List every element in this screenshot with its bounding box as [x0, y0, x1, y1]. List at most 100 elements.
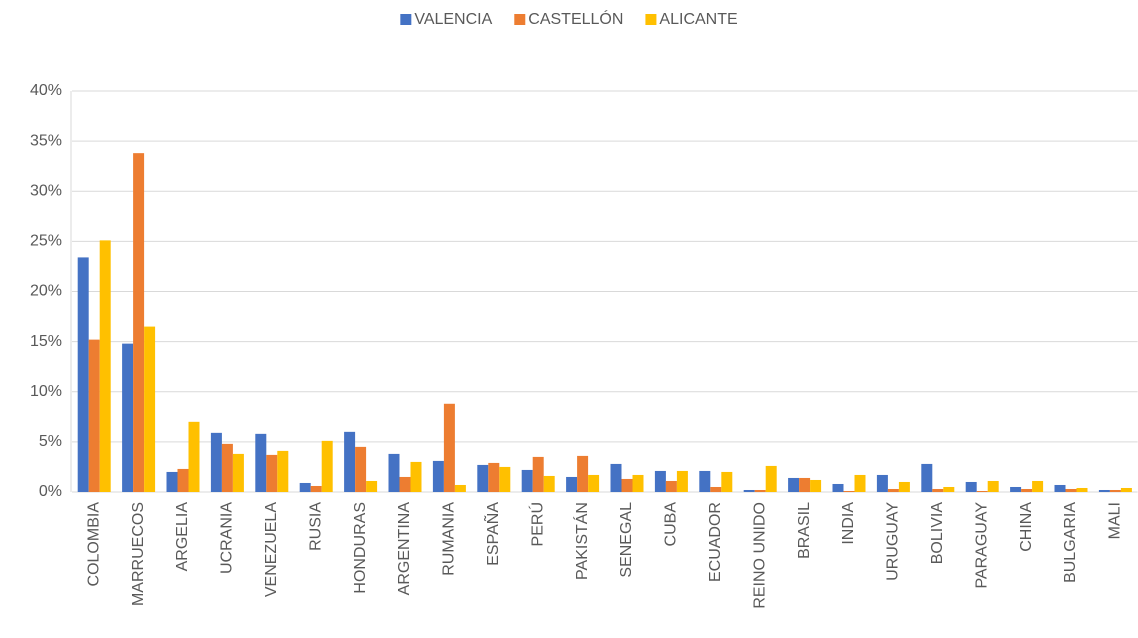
bar [810, 479, 822, 492]
bar [432, 460, 444, 492]
bar [532, 456, 544, 492]
x-tick-label: SENEGAL [618, 502, 635, 578]
bar [366, 480, 378, 492]
bar [743, 489, 755, 492]
bar [454, 484, 466, 492]
y-tick-label: 40% [30, 82, 62, 99]
y-tick-label: 15% [30, 333, 62, 350]
bar [887, 488, 899, 492]
bar [133, 153, 145, 492]
y-tick-label: 25% [30, 233, 62, 250]
bar [665, 480, 677, 492]
bar [588, 474, 600, 492]
bar [488, 462, 500, 492]
bar [277, 450, 289, 492]
bar [854, 474, 866, 492]
bar [765, 465, 777, 492]
legend-swatch [645, 14, 657, 25]
bar [499, 466, 511, 492]
x-tick-label: BOLIVIA [929, 502, 946, 565]
legend-swatch [400, 14, 412, 25]
bar [266, 454, 278, 492]
x-tick-label: ESPAÑA [482, 502, 502, 566]
x-tick-label: ARGENTINA [396, 502, 413, 596]
bar [410, 461, 422, 492]
bar [388, 453, 400, 492]
bar [210, 432, 222, 492]
bar [721, 471, 733, 492]
x-tick-label: UCRANIA [219, 502, 236, 574]
y-tick-label: 20% [30, 283, 62, 300]
bar [1065, 488, 1077, 492]
bar [399, 476, 411, 492]
x-tick-label: ECUADOR [707, 502, 724, 582]
x-tick-label: BRASIL [796, 502, 813, 559]
bar [221, 443, 233, 492]
x-tick-label: MALI [1107, 502, 1124, 539]
legend-label: CASTELLÓN [528, 9, 623, 28]
bar [122, 343, 134, 492]
x-tick-label: VENEZUELA [263, 502, 280, 597]
x-tick-label: RUMANIA [441, 502, 458, 576]
x-tick-label: REINO UNIDO [751, 502, 768, 609]
bar [521, 469, 533, 492]
x-tick-label: CHINA [1018, 502, 1035, 552]
x-tick-label: URUGUAY [885, 502, 902, 581]
bar [799, 477, 811, 492]
bar [1120, 487, 1132, 492]
bar [987, 480, 999, 492]
bar [1010, 486, 1022, 492]
x-tick-label: CUBA [663, 502, 680, 547]
x-tick-label: PARAGUAY [973, 502, 990, 589]
bar [1032, 480, 1044, 492]
y-tick-label: 5% [39, 433, 62, 450]
bar [921, 463, 933, 492]
x-tick-label: PAKISTÁN [572, 502, 591, 580]
bar [754, 489, 766, 492]
x-tick-label: INDIA [840, 502, 857, 545]
bar [144, 326, 156, 492]
x-tick-label: ARGELIA [174, 502, 191, 572]
bar [321, 440, 333, 492]
bar [543, 475, 555, 492]
bar [876, 474, 888, 492]
bar [255, 433, 267, 492]
bar [310, 485, 322, 492]
bar [99, 240, 111, 492]
bar [654, 470, 666, 492]
x-tick-label: MARRUECOS [130, 502, 147, 606]
x-tick-label: COLOMBIA [85, 502, 102, 587]
bar [632, 474, 644, 492]
x-tick-label: PERÚ [527, 502, 546, 546]
x-tick-label: BULGARIA [1062, 502, 1079, 583]
bar [788, 477, 800, 492]
bar [443, 403, 455, 492]
x-tick-label: HONDURAS [352, 502, 369, 594]
bar [943, 486, 955, 492]
bar [1021, 488, 1033, 492]
bar [88, 339, 100, 492]
legend-label: ALICANTE [659, 11, 737, 28]
bar [166, 471, 178, 492]
y-tick-label: 30% [30, 182, 62, 199]
bar [77, 257, 89, 492]
bar [1109, 489, 1121, 492]
bar [843, 490, 855, 492]
bar [710, 486, 722, 492]
bar [898, 481, 910, 492]
legend: VALENCIA CASTELLÓN ALICANTE [400, 9, 738, 28]
bar [577, 455, 589, 492]
y-tick-label: 35% [30, 132, 62, 149]
bar [932, 488, 944, 492]
y-tick-label: 0% [39, 483, 62, 500]
bar [621, 478, 633, 492]
bar [299, 482, 311, 492]
bar [355, 446, 367, 492]
bar [1076, 487, 1088, 492]
bar [566, 476, 578, 492]
bar [1054, 484, 1066, 492]
x-tick-label: RUSIA [307, 502, 324, 551]
legend-swatch [514, 14, 526, 25]
bar [232, 453, 244, 492]
bar [1098, 489, 1110, 492]
